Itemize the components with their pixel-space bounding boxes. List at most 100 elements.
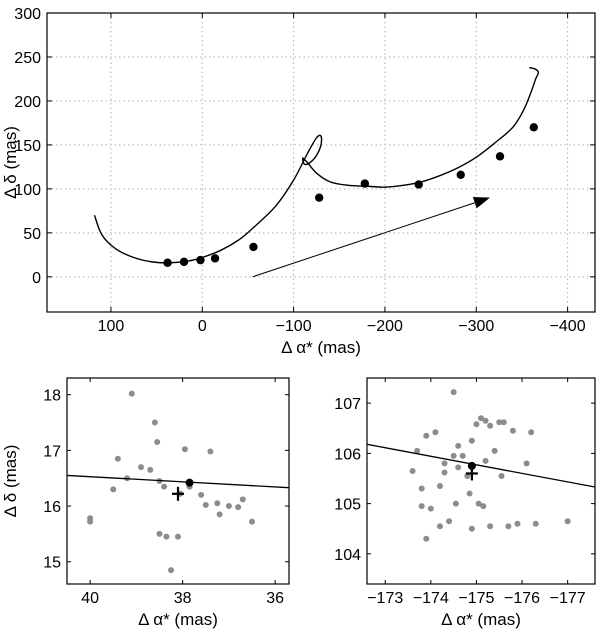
measurement-point	[432, 429, 439, 436]
measurement-point	[249, 518, 255, 525]
axes-frame	[66, 377, 290, 585]
measurement-point	[110, 486, 117, 493]
measurement-point	[216, 511, 223, 518]
measurement-point	[450, 389, 457, 396]
epoch-point	[179, 257, 189, 267]
arrow-head	[472, 197, 490, 209]
measurement-point	[473, 421, 480, 428]
y-axis-label: Δ δ (mas)	[1, 126, 20, 199]
measurement-point	[478, 415, 484, 422]
measurement-point	[455, 442, 462, 449]
y-tick-label: 15	[43, 555, 61, 572]
y-tick-label: 0	[32, 270, 41, 287]
measurement-point	[455, 464, 462, 471]
x-tick-label: 100	[98, 318, 125, 335]
axes-frame	[46, 12, 596, 313]
x-tick-label: −175	[458, 590, 494, 607]
measurement-point	[505, 523, 512, 530]
epoch-point	[314, 193, 324, 202]
model-position-point	[467, 461, 476, 470]
measurement-point	[418, 485, 425, 492]
measurement-point	[564, 518, 571, 525]
plot-area	[93, 66, 540, 278]
measurement-point	[114, 455, 121, 462]
x-tick-label: 0	[198, 318, 207, 335]
measurement-point	[509, 427, 516, 434]
plot-area	[367, 389, 595, 542]
measurement-point	[202, 501, 209, 508]
measurement-point	[441, 460, 448, 467]
x-tick-label: 38	[174, 590, 192, 607]
y-tick-label: 105	[334, 497, 361, 514]
measurement-point	[523, 460, 530, 467]
epoch-point	[360, 179, 370, 188]
y-tick-label: 100	[14, 182, 41, 199]
measurement-point	[87, 515, 94, 522]
y-tick-label: 104	[334, 547, 361, 564]
epoch-zoom-panel-right: −173 −174 −175 −176 −177 104 105 106 107 Δ α* (ma…	[334, 377, 596, 629]
y-tick-label: 107	[334, 396, 361, 413]
measurement-point	[427, 505, 434, 512]
x-tick-label: −400	[550, 318, 586, 335]
x-tick-label: −174	[413, 590, 449, 607]
epoch-point	[163, 258, 172, 267]
y-tick-label: 200	[14, 94, 41, 111]
measurement-point	[214, 500, 221, 507]
measurement-point	[482, 457, 489, 464]
y-tick-label: 16	[43, 499, 61, 516]
fit-line	[367, 443, 595, 488]
measurement-point	[181, 446, 188, 453]
measurement-point	[156, 530, 163, 537]
x-axis-label: Δ α* (mas)	[441, 610, 521, 629]
measurement-point	[175, 533, 181, 540]
x-axis-label: Δ α* (mas)	[281, 338, 361, 357]
measurement-point	[482, 417, 489, 424]
measurement-point	[466, 490, 473, 497]
measurement-point	[452, 500, 459, 507]
model-position-point	[185, 478, 194, 487]
epoch-zoom-panel-left: 40 38 36 15 16 17 18 Δ α* (mas) Δ δ (mas)	[1, 377, 290, 629]
y-tick-label: 18	[43, 388, 61, 405]
measurement-point	[498, 472, 505, 479]
epoch-point	[210, 254, 220, 263]
measurement-point	[487, 422, 494, 429]
measurement-point	[418, 503, 425, 510]
measurement-point	[436, 483, 443, 490]
y-tick-label: 150	[14, 138, 41, 155]
epoch-point	[456, 170, 465, 180]
epoch-point	[495, 152, 505, 161]
epoch-point	[249, 242, 258, 252]
measurement-point	[409, 467, 416, 474]
measurement-point	[480, 503, 487, 510]
fit-line	[67, 474, 289, 489]
measurement-point	[491, 447, 498, 454]
measurement-point	[154, 439, 161, 446]
x-tick-label: −177	[550, 590, 586, 607]
measurement-point	[436, 523, 443, 530]
measurement-point	[225, 503, 232, 510]
y-tick-label: 300	[14, 6, 41, 23]
x-tick-label: −300	[458, 318, 494, 335]
x-tick-label: 36	[266, 590, 284, 607]
measurement-point	[528, 429, 535, 436]
measurement-point	[128, 390, 135, 397]
measurement-point	[441, 469, 448, 476]
x-axis-label: Δ α* (mas)	[138, 610, 218, 629]
measurement-point	[168, 567, 175, 574]
y-tick-label: 106	[334, 446, 361, 463]
measurement-point	[500, 419, 507, 426]
epoch-point	[414, 180, 423, 189]
measurement-point	[446, 518, 453, 525]
x-tick-label: −173	[367, 590, 403, 607]
trajectory-panel: 100 0 −100 −200 −300 −400 0 50 100 150 200 250 300 Δ …	[1, 6, 596, 357]
measurement-point	[496, 419, 503, 426]
measurement-point	[235, 504, 242, 511]
epoch-point	[196, 255, 205, 265]
y-tick-label: 50	[23, 226, 41, 243]
measurement-point	[198, 491, 205, 498]
measurement-point	[161, 483, 168, 490]
measurement-point	[147, 466, 154, 473]
x-tick-label: −200	[367, 318, 403, 335]
measurement-point	[475, 500, 482, 507]
